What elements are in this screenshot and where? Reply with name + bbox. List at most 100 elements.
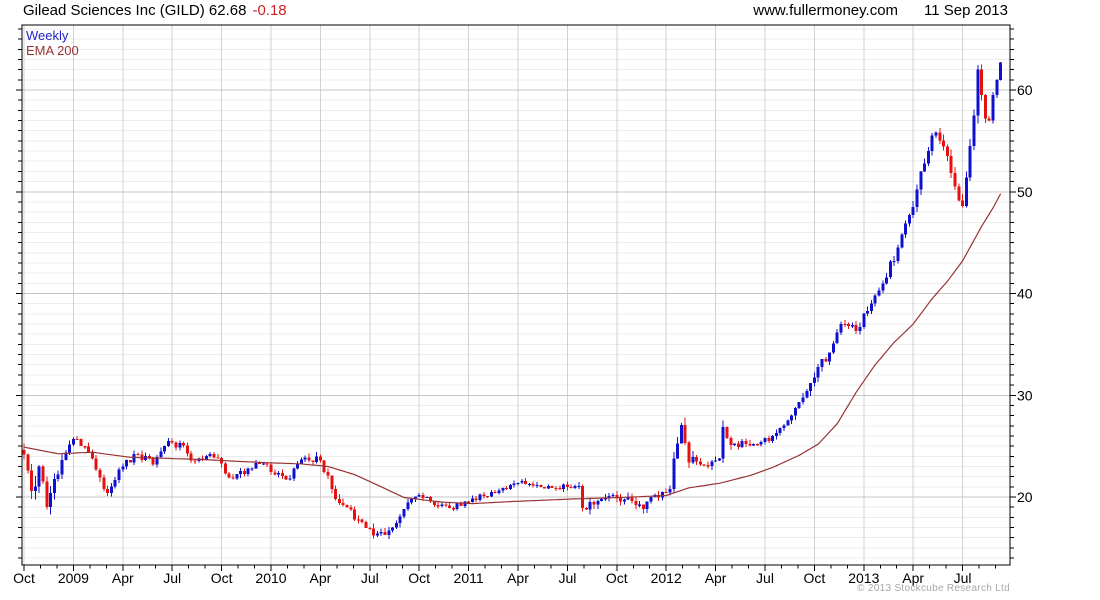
candle-body xyxy=(554,487,558,489)
candle-body xyxy=(679,424,683,444)
candle-body xyxy=(49,493,53,508)
candle-body xyxy=(888,261,892,278)
candle-body xyxy=(790,415,794,421)
x-axis-label: Apr xyxy=(112,570,134,586)
plot-border xyxy=(21,24,1011,566)
candle-body xyxy=(326,471,330,476)
candle-body xyxy=(911,207,915,215)
candle-body xyxy=(455,503,459,510)
candle-body xyxy=(26,454,30,471)
candle-body xyxy=(413,496,417,500)
candle-body xyxy=(512,483,516,485)
candle-body xyxy=(83,446,87,448)
candle-body xyxy=(771,435,775,441)
candle-body xyxy=(501,487,505,491)
candle-body xyxy=(801,397,805,403)
candle-body xyxy=(987,118,991,121)
x-axis-label: 2011 xyxy=(454,570,484,586)
candle-body xyxy=(125,460,129,467)
candle-body xyxy=(90,452,94,459)
y-axis-label: 60 xyxy=(1017,82,1033,98)
candle-body xyxy=(318,456,322,461)
candle-body xyxy=(763,437,767,443)
candle-body xyxy=(683,424,687,443)
candle-body xyxy=(778,427,782,433)
x-axis-label: Apr xyxy=(507,570,529,586)
candle-body xyxy=(847,324,851,327)
candle-body xyxy=(239,471,243,475)
candle-body xyxy=(334,488,338,500)
candle-body xyxy=(235,474,239,479)
candle-body xyxy=(983,95,987,119)
ema-path xyxy=(23,193,1002,505)
candle-body xyxy=(740,441,744,447)
candle-body xyxy=(269,464,273,473)
candle-body xyxy=(919,171,923,190)
candle-body xyxy=(315,456,319,462)
candle-body xyxy=(147,456,151,459)
candle-body xyxy=(592,501,596,505)
x-axis-label: Oct xyxy=(606,570,628,586)
candle-body xyxy=(45,481,49,508)
candle-body xyxy=(672,458,676,489)
candle-body xyxy=(820,359,824,367)
candle-body xyxy=(687,442,691,463)
candle-body xyxy=(641,504,645,510)
x-axis-label: Jul xyxy=(954,570,972,586)
candle-body xyxy=(900,234,904,248)
candle-body xyxy=(630,496,634,502)
candle-body xyxy=(109,486,113,493)
candle-body xyxy=(980,69,984,96)
candle-body xyxy=(113,480,117,487)
candle-body xyxy=(569,486,573,489)
candle-body xyxy=(748,444,752,446)
candle-body xyxy=(296,463,300,469)
candle-body xyxy=(949,156,953,173)
candle-body xyxy=(459,503,463,506)
candle-body xyxy=(873,295,877,304)
candle-body xyxy=(299,459,303,464)
candle-body xyxy=(668,488,672,493)
candle-body xyxy=(375,533,379,536)
candle-body xyxy=(467,501,471,503)
candle-body xyxy=(136,453,140,455)
candle-body xyxy=(311,460,315,462)
candle-body xyxy=(809,382,813,392)
x-axis-labels: Oct 2009 Apr Jul Oct 2010 Apr Jul Oct 2011 Apr Jul O… xyxy=(13,570,971,586)
candle-body xyxy=(535,484,539,486)
price-change: -0.18 xyxy=(252,2,287,19)
candle-body xyxy=(558,488,562,490)
copyright-notice: © 2013 Stockcube Research Ltd xyxy=(857,583,1010,594)
candle-body xyxy=(349,507,353,510)
candle-body xyxy=(839,324,843,333)
candle-body xyxy=(406,502,410,510)
candle-body xyxy=(546,485,550,489)
candle-body xyxy=(486,496,490,498)
candle-body xyxy=(736,443,740,447)
candle-body xyxy=(79,439,83,447)
candle-body xyxy=(543,487,547,489)
candle-body xyxy=(915,189,919,207)
site-link[interactable]: www.fullermoney.com xyxy=(753,2,899,19)
candle-body xyxy=(926,151,930,164)
candle-body xyxy=(341,503,345,506)
candle-body xyxy=(964,177,968,206)
candle-body xyxy=(828,352,832,362)
candle-body xyxy=(831,343,835,353)
candle-body xyxy=(368,527,372,529)
candle-body xyxy=(56,474,60,479)
candle-body xyxy=(600,498,604,502)
candle-body xyxy=(603,498,607,500)
ema-line xyxy=(23,193,1002,505)
candle-body xyxy=(615,495,619,498)
candle-body xyxy=(478,494,482,501)
candle-body xyxy=(702,464,706,466)
candle-body xyxy=(102,477,106,489)
candle-body xyxy=(231,477,235,479)
candle-body xyxy=(394,523,398,528)
candle-body xyxy=(159,451,163,458)
candle-body xyxy=(497,490,501,494)
candle-body xyxy=(710,461,714,467)
candle-body xyxy=(33,486,37,491)
